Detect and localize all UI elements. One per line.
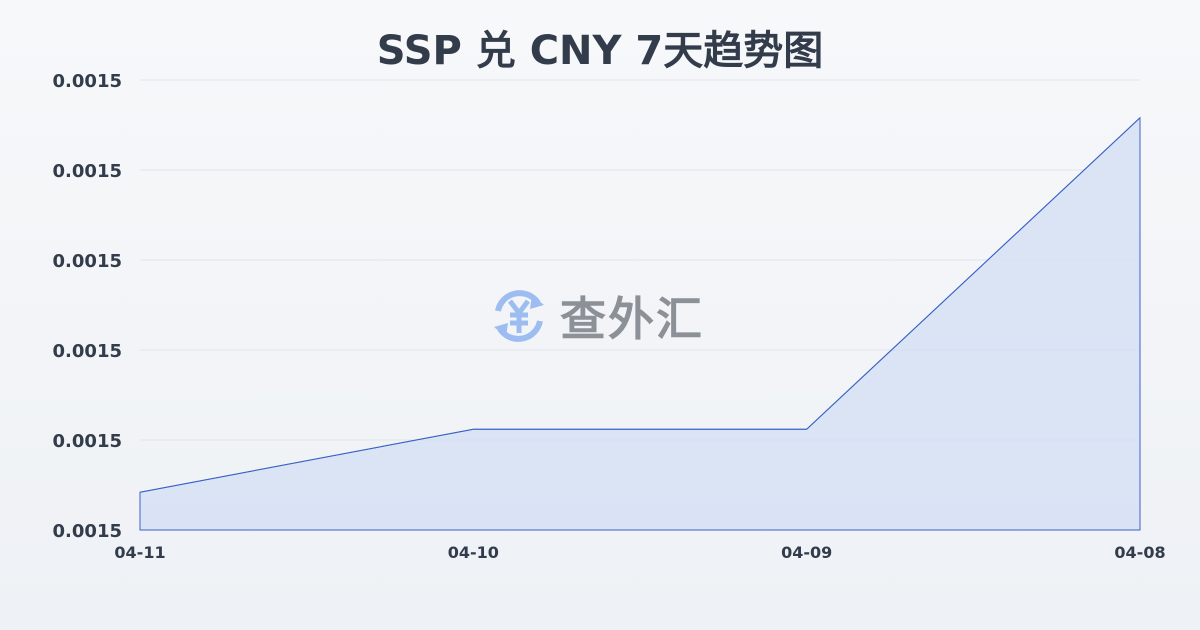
yen-exchange-icon: [494, 290, 544, 342]
x-tick-label: 04-11: [114, 543, 165, 562]
y-tick-label: 0.0015: [53, 251, 122, 272]
x-tick-label: 04-08: [1114, 543, 1165, 562]
watermark: 查外汇: [488, 283, 704, 349]
x-tick-label: 04-09: [781, 543, 832, 562]
y-tick-label: 0.0015: [53, 431, 122, 452]
watermark-text: 查外汇: [560, 292, 704, 346]
y-tick-label: 0.0015: [53, 161, 122, 182]
chart-title: SSP 兑 CNY 7天趋势图: [376, 28, 824, 74]
y-tick-label: 0.0015: [53, 341, 122, 362]
y-tick-label: 0.0015: [53, 521, 122, 542]
series-line: [139, 117, 1141, 493]
y-tick-label: 0.0015: [53, 71, 122, 92]
x-tick-label: 04-10: [448, 543, 499, 562]
